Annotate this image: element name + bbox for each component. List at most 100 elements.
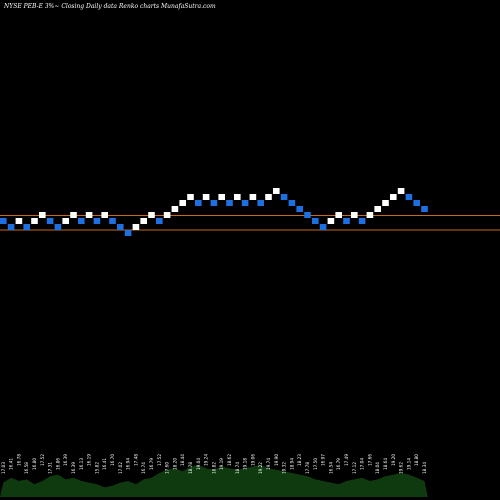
volume-value-label: 18.80 — [414, 454, 419, 466]
renko-brick-up — [366, 212, 374, 218]
renko-brick-up — [15, 218, 23, 224]
renko-brick-down — [319, 224, 327, 230]
volume-value-label: 18.62 — [227, 454, 232, 466]
volume-value-label: 19.62 — [399, 462, 404, 474]
renko-brick-up — [382, 200, 389, 206]
volume-value-label: 17.12 — [352, 462, 357, 474]
volume-value-label: 17.50 — [313, 458, 318, 470]
volume-value-label: 17.78 — [305, 462, 310, 474]
renko-brick-down — [0, 218, 7, 224]
renko-brick-down — [343, 218, 350, 224]
renko-brick-down — [109, 218, 116, 224]
volume-value-label: 16.80 — [32, 458, 37, 470]
volume-value-label: 19.18 — [243, 458, 248, 470]
renko-brick-up — [265, 194, 272, 200]
volume-value-label: 17.03 — [1, 462, 6, 474]
volume-value-label: 19.20 — [391, 454, 396, 466]
volume-value-label: 19.04 — [196, 458, 201, 470]
renko-brick-up — [187, 194, 194, 200]
renko-brick-down — [210, 200, 218, 206]
renko-brick-down — [195, 200, 202, 206]
renko-brick-down — [304, 212, 311, 218]
renko-brick-up — [31, 218, 38, 224]
volume-value-label: 18.44 — [180, 454, 185, 466]
renko-brick-down — [7, 224, 15, 230]
renko-brick-up — [390, 194, 397, 200]
renko-brick-up — [202, 194, 210, 200]
volume-value-label: 16.78 — [16, 454, 21, 466]
volume-value-label: 19.74 — [266, 458, 271, 470]
volume-value-label: 16.86 — [55, 458, 60, 470]
volume-value-label: 17.02 — [118, 462, 123, 474]
renko-brick-up — [140, 218, 147, 224]
volume-value-label: 17.52 — [157, 454, 162, 466]
volume-value-label: 16.70 — [110, 454, 115, 466]
volume-value-label: 16.97 — [321, 454, 326, 466]
renko-brick-up — [39, 212, 46, 218]
volume-value-label: 17.04 — [360, 458, 365, 470]
volume-value-label: 17.66 — [367, 454, 372, 466]
renko-brick-up — [148, 212, 155, 218]
renko-brick-down — [257, 200, 264, 206]
volume-value-label: 19.19 — [219, 458, 224, 470]
volume-value-label: 18.20 — [172, 458, 177, 470]
volume-value-label: 19.14 — [406, 458, 411, 470]
volume-value-label: 18.94 — [289, 458, 294, 470]
renko-brick-down — [413, 200, 420, 206]
renko-brick-down — [46, 218, 54, 224]
volume-value-label: 16.79 — [149, 458, 154, 470]
renko-brick-down — [93, 218, 101, 224]
volume-value-label: 16.41 — [102, 458, 107, 470]
renko-brick-down — [296, 206, 303, 212]
volume-value-label: 17.60 — [165, 462, 170, 474]
volume-value-label: 18.78 — [188, 462, 193, 474]
volume-value-label: 17.52 — [40, 454, 45, 466]
renko-brick-up — [179, 200, 186, 206]
volume-value-label: 18.82 — [211, 462, 216, 474]
volume-value-label: 16.39 — [63, 454, 68, 466]
renko-brick-up — [171, 206, 179, 212]
renko-brick-up — [397, 188, 405, 194]
renko-brick-down — [405, 194, 413, 200]
renko-brick-up — [101, 212, 108, 218]
renko-brick-down — [117, 224, 124, 230]
volume-value-label: 16.13 — [79, 458, 84, 470]
renko-brick-up — [327, 218, 335, 224]
volume-value-label: 16.79 — [336, 458, 341, 470]
renko-brick-up — [335, 212, 342, 218]
volume-value-label: 16.58 — [24, 462, 29, 474]
renko-brick-up — [218, 194, 225, 200]
volume-value-label: 19.90 — [274, 454, 279, 466]
volume-value-label: 18.64 — [383, 458, 388, 470]
renko-brick-down — [156, 218, 163, 224]
renko-brick-up — [273, 188, 280, 194]
volume-value-label: 19.06 — [250, 454, 255, 466]
volume-value-label: 18.04 — [375, 462, 380, 474]
renko-brick-down — [421, 206, 428, 212]
renko-brick-up — [234, 194, 241, 200]
volume-value-label: 19.24 — [204, 454, 209, 466]
renko-brick-down — [54, 224, 62, 230]
renko-brick-up — [374, 206, 381, 212]
renko-brick-down — [226, 200, 233, 206]
volume-value-label: 16.39 — [71, 462, 76, 474]
volume-value-label: 16.54 — [328, 462, 333, 474]
volume-value-label: 16.41 — [9, 458, 14, 470]
volume-value-label: 17.31 — [48, 462, 53, 474]
renko-brick-up — [163, 212, 171, 218]
volume-value-label: 19.32 — [282, 462, 287, 474]
renko-brick-up — [249, 194, 257, 200]
renko-brick-down — [241, 200, 249, 206]
renko-brick-up — [70, 212, 77, 218]
renko-brick-down — [124, 230, 132, 236]
volume-value-label: 17.48 — [133, 454, 138, 466]
volume-value-label: 19.22 — [258, 462, 263, 474]
volume-value-label: 15.82 — [94, 462, 99, 474]
renko-bricks — [0, 188, 428, 236]
volume-value-label: 16.19 — [87, 454, 92, 466]
renko-brick-down — [358, 218, 366, 224]
renko-brick-down — [288, 200, 296, 206]
